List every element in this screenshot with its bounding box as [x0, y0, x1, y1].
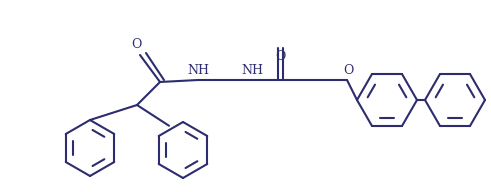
Text: NH: NH — [241, 64, 263, 77]
Text: NH: NH — [187, 64, 209, 77]
Text: O: O — [275, 50, 285, 63]
Text: O: O — [343, 64, 353, 77]
Text: O: O — [131, 38, 141, 51]
